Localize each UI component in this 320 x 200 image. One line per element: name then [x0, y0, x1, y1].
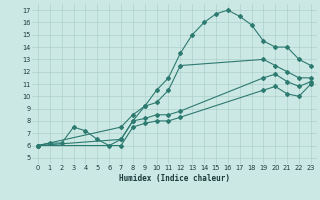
- X-axis label: Humidex (Indice chaleur): Humidex (Indice chaleur): [119, 174, 230, 183]
